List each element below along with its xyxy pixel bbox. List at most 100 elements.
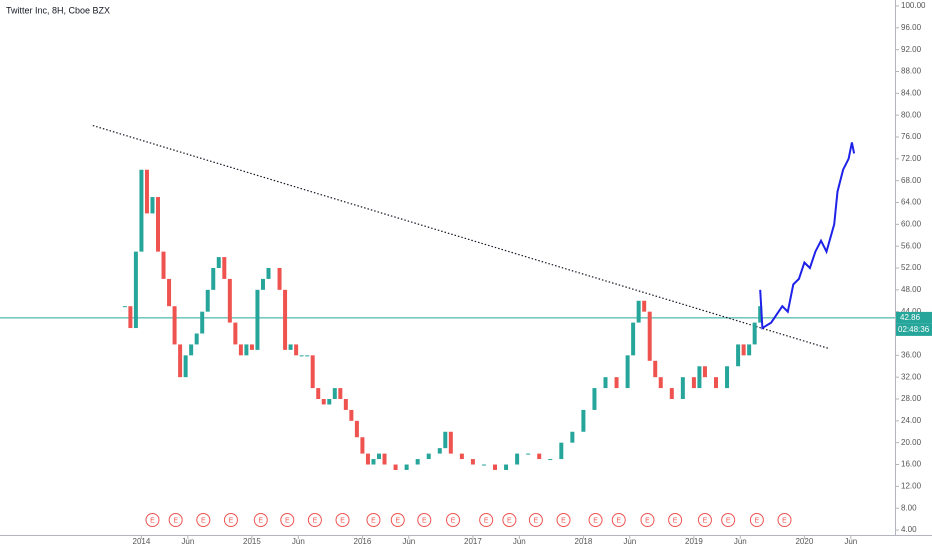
candle <box>227 278 232 323</box>
candle <box>636 300 641 323</box>
y-tick-label: 32.00 <box>901 372 922 381</box>
candle <box>382 453 387 465</box>
countdown-label: 02:48:36 <box>898 325 930 334</box>
candle <box>614 377 619 389</box>
earnings-label: E <box>173 517 178 524</box>
candle <box>647 311 652 361</box>
candle <box>691 377 696 389</box>
y-tick-label: 36.00 <box>901 350 922 359</box>
candle <box>200 311 205 334</box>
candle <box>233 322 238 345</box>
y-tick-label: 68.00 <box>901 176 922 185</box>
candle <box>642 300 647 312</box>
y-tick-label: 64.00 <box>901 198 922 207</box>
x-tick-label: 2019 <box>685 537 703 546</box>
candle <box>658 377 663 389</box>
candle <box>426 453 431 460</box>
trendline <box>92 124 830 350</box>
candle <box>360 437 365 454</box>
candle <box>338 388 343 400</box>
candle <box>758 306 763 323</box>
earnings-marker <box>697 513 712 527</box>
candle <box>249 344 254 350</box>
candle <box>343 399 348 410</box>
earnings-label: E <box>201 517 206 524</box>
candle <box>680 377 685 400</box>
candle <box>669 388 674 400</box>
earnings-marker <box>417 513 432 527</box>
earnings-label: E <box>507 517 512 524</box>
y-tick-label: 60.00 <box>901 219 922 228</box>
candle <box>144 169 149 214</box>
y-tick-label: 12.00 <box>901 481 922 490</box>
candle <box>244 344 249 356</box>
candle <box>697 366 702 389</box>
x-tick-label: Jun <box>844 537 857 546</box>
candle <box>183 355 188 378</box>
candle <box>161 251 166 279</box>
candle <box>222 257 227 279</box>
earnings-label: E <box>258 517 263 524</box>
candle <box>526 453 531 455</box>
candle <box>277 268 282 290</box>
x-tick-label: 2016 <box>354 537 372 546</box>
earnings-label: E <box>484 517 489 524</box>
candle <box>515 453 520 465</box>
y-tick-label: 72.00 <box>901 154 922 163</box>
earnings-marker <box>168 513 183 527</box>
earnings-marker <box>145 513 160 527</box>
earnings-marker <box>366 513 381 527</box>
candle <box>354 420 359 438</box>
candle <box>714 377 718 389</box>
candle <box>310 355 315 389</box>
projection-line <box>759 142 856 330</box>
earnings-marker <box>749 513 764 527</box>
candle <box>393 464 398 470</box>
candle <box>752 322 757 345</box>
y-tick-label: 84.00 <box>901 88 922 97</box>
x-tick-label: 2020 <box>795 537 813 546</box>
x-tick-label: Jun <box>292 537 305 546</box>
candle <box>332 388 337 400</box>
y-tick-label: 16.00 <box>901 460 922 469</box>
candle <box>305 355 310 357</box>
candle <box>376 453 381 460</box>
y-tick-label: 4.00 <box>901 525 917 534</box>
candle <box>448 431 453 454</box>
y-tick-label: 52.00 <box>901 263 922 272</box>
earnings-label: E <box>616 517 621 524</box>
y-tick-label: 88.00 <box>901 67 922 76</box>
earnings-label: E <box>371 517 376 524</box>
candle <box>504 464 509 470</box>
y-tick-label: 100.00 <box>901 1 926 10</box>
earnings-marker <box>223 513 238 527</box>
y-tick-label: 56.00 <box>901 241 922 250</box>
y-tick-label: 80.00 <box>901 110 922 119</box>
candle <box>327 399 332 405</box>
candle <box>167 278 172 307</box>
earnings-label: E <box>561 517 566 524</box>
candle <box>459 453 464 460</box>
candle <box>316 388 321 400</box>
candle <box>283 289 288 350</box>
candle <box>592 388 597 410</box>
candle <box>470 459 475 465</box>
candle <box>205 289 210 312</box>
candle <box>631 322 636 356</box>
candle <box>299 355 304 357</box>
price-label: 42.86 <box>900 313 921 322</box>
candle <box>238 344 243 356</box>
y-tick-label: 8.00 <box>901 503 917 512</box>
chart-title: Twitter Inc, 8H, Cboe BZX <box>6 5 110 15</box>
earnings-marker <box>390 513 405 527</box>
candle <box>570 431 575 443</box>
earnings-label: E <box>782 517 787 524</box>
earnings-marker <box>588 513 603 527</box>
candle <box>371 459 376 465</box>
earnings-marker <box>777 513 792 527</box>
candle <box>194 333 199 345</box>
candle <box>548 459 553 461</box>
